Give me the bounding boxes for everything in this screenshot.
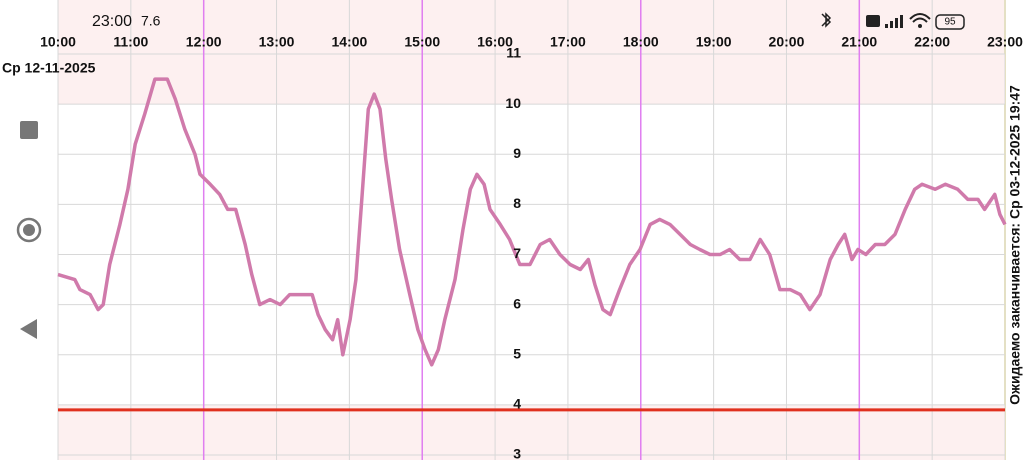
nav-back[interactable] bbox=[20, 319, 37, 339]
x-tick-label: 18:00 bbox=[623, 34, 659, 50]
x-tick-label: 22:00 bbox=[914, 34, 950, 50]
status-icons bbox=[821, 12, 965, 30]
x-tick-label: 14:00 bbox=[331, 34, 367, 50]
nav-recents[interactable] bbox=[20, 121, 38, 139]
nav-home[interactable] bbox=[16, 217, 42, 243]
x-tick-label: 19:00 bbox=[696, 34, 732, 50]
y-tick-label: 7 bbox=[513, 245, 521, 261]
status-time: 23:00 bbox=[92, 13, 132, 30]
low-band bbox=[58, 404, 1005, 460]
x-tick-label: 10:00 bbox=[40, 34, 76, 50]
y-tick-label: 9 bbox=[513, 145, 521, 161]
y-tick-label: 6 bbox=[513, 295, 521, 311]
x-tick-label: 15:00 bbox=[404, 34, 440, 50]
x-tick-label: 11:00 bbox=[113, 34, 148, 50]
y-tick-label: 10 bbox=[505, 95, 521, 111]
y-tick-label: 4 bbox=[513, 396, 521, 412]
high-band bbox=[58, 54, 1005, 105]
x-tick-label: 16:00 bbox=[477, 34, 513, 50]
x-tick-label: 20:00 bbox=[769, 34, 805, 50]
x-tick-label: 17:00 bbox=[550, 34, 586, 50]
status-battery: 95 bbox=[944, 17, 956, 28]
y-tick-label: 5 bbox=[513, 345, 521, 361]
expiry-label: Ожидаемо заканчивается: Ср 03-12-2025 19… bbox=[1007, 85, 1023, 405]
x-tick-label: 13:00 bbox=[259, 34, 295, 50]
y-tick-label: 3 bbox=[513, 446, 521, 460]
x-tick-label: 21:00 bbox=[841, 34, 877, 50]
status-glucose: 7.6 bbox=[141, 13, 161, 29]
y-tick-label: 11 bbox=[506, 45, 521, 61]
header-band bbox=[58, 0, 1005, 54]
x-tick-label: 12:00 bbox=[186, 34, 222, 50]
x-tick-label: 23:00 bbox=[987, 34, 1023, 50]
nav-home-dot bbox=[23, 224, 35, 236]
plot: 10:00 11:00 12:00 13:00 14:00 15:00 16:00 17:00… bbox=[40, 0, 1023, 460]
y-tick-label: 8 bbox=[513, 195, 521, 211]
date-label: Ср 12-11-2025 bbox=[2, 60, 96, 76]
glucose-line bbox=[57, 77, 1007, 367]
